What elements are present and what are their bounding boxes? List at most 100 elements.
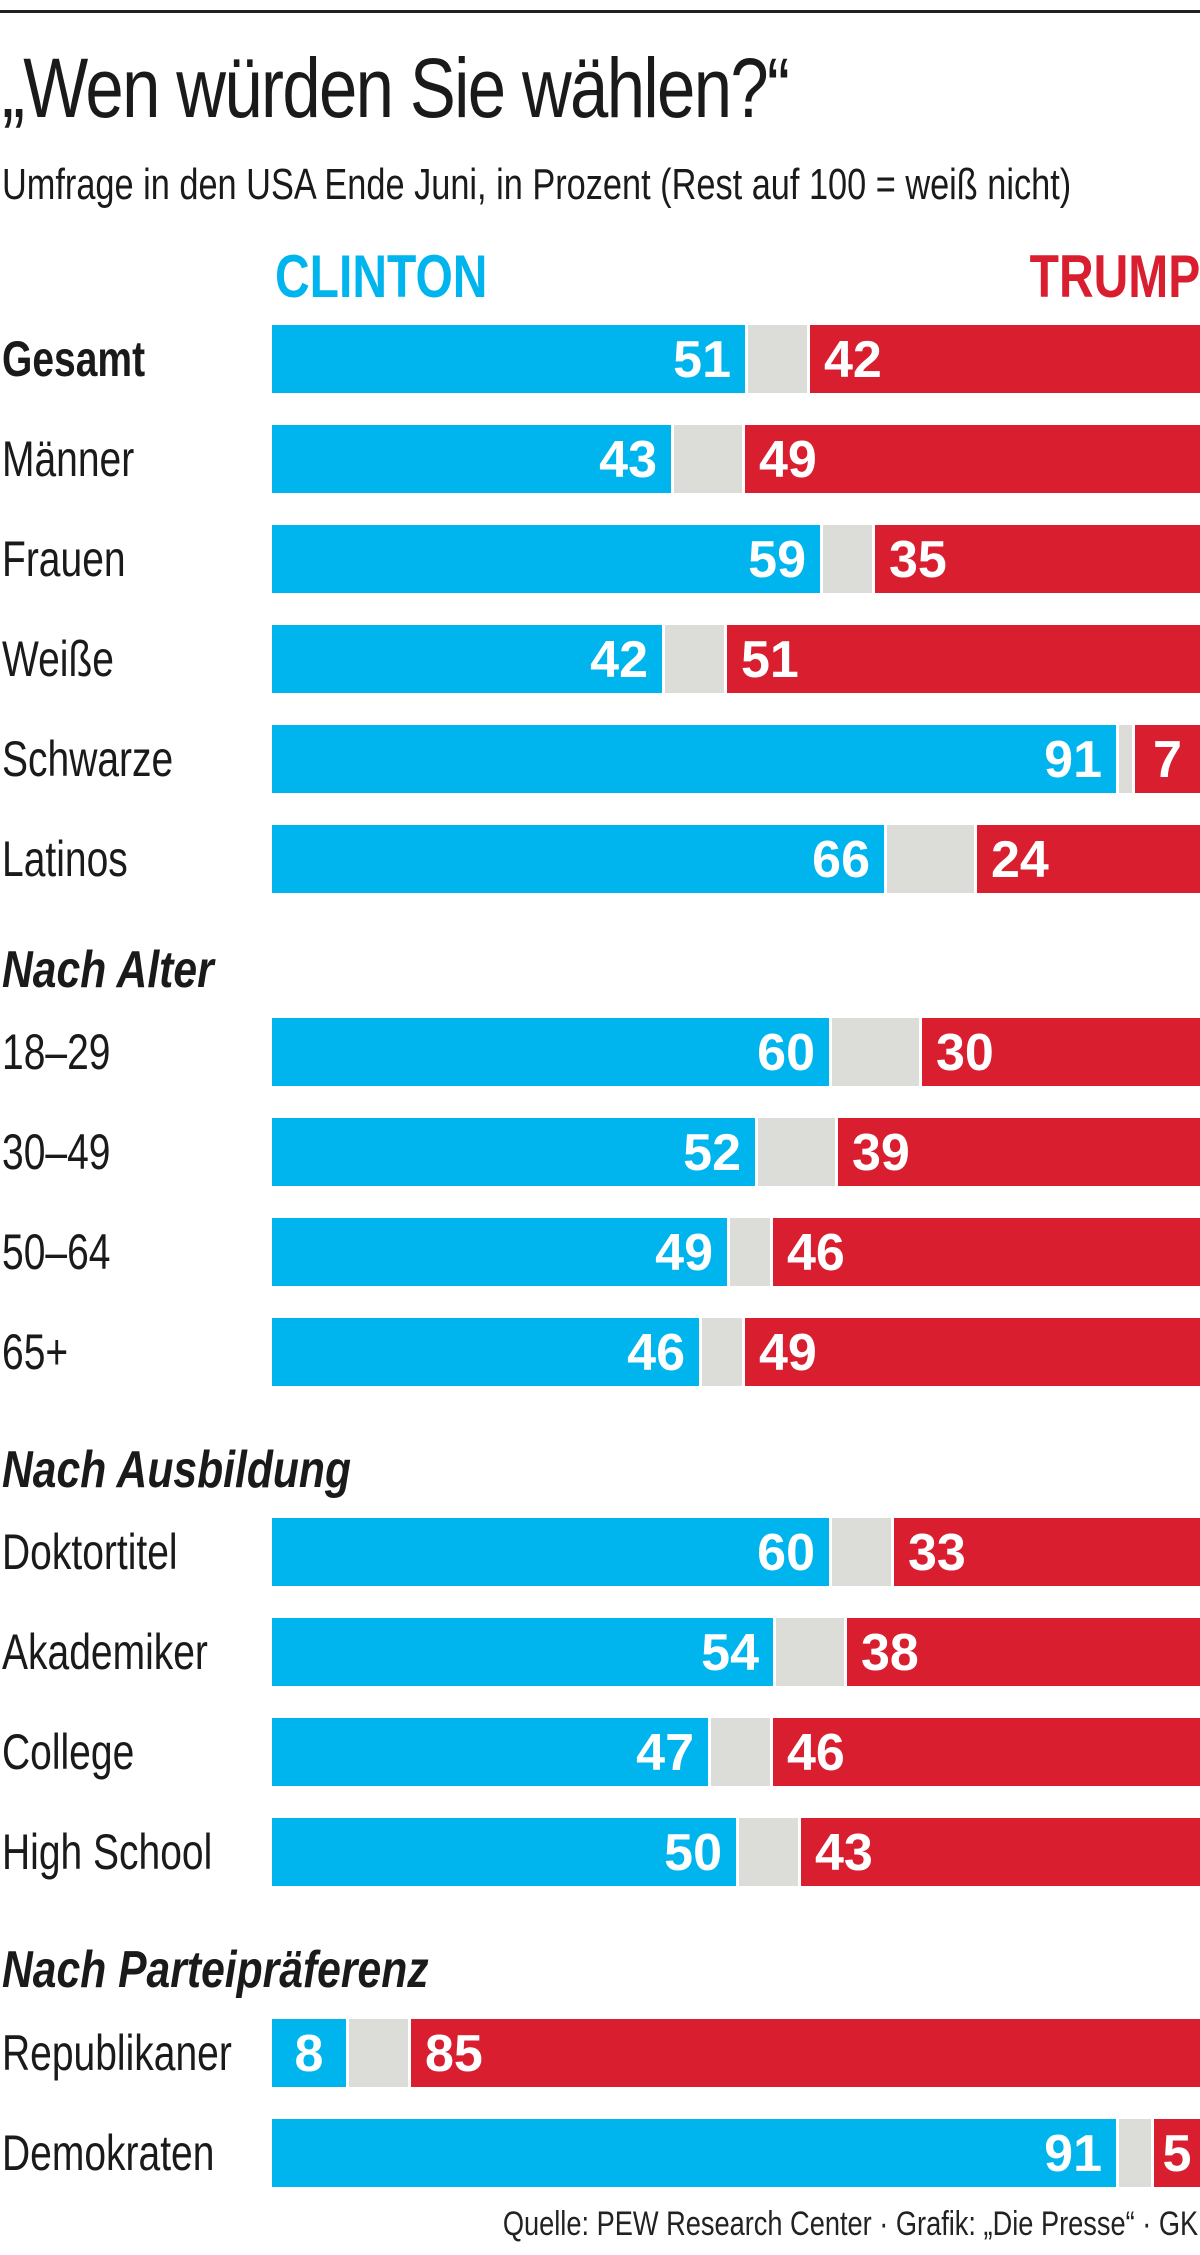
value-label-clinton: 46: [627, 1324, 685, 1382]
value-label-clinton: 49: [655, 1224, 713, 1282]
value-label-clinton: 50: [664, 1824, 722, 1882]
value-label-trump: 24: [991, 831, 1049, 889]
value-label-trump: 35: [889, 531, 947, 589]
value-label-trump: 49: [759, 431, 817, 489]
row-label: 50–64: [2, 1224, 111, 1280]
value-label-trump: 7: [1153, 731, 1182, 789]
row-label: 18–29: [2, 1024, 111, 1080]
value-label-trump: 46: [787, 1724, 845, 1782]
row-label: Gesamt: [2, 331, 146, 387]
bar-trump: [810, 325, 1200, 393]
bar-trump: [745, 1318, 1200, 1386]
chart-subtitle: Umfrage in den USA Ende Juni, in Prozent…: [2, 160, 1072, 209]
section-heading: Nach Parteipräferenz: [2, 1941, 429, 1999]
legend-clinton: CLINTON: [275, 243, 488, 310]
value-label-clinton: 8: [294, 2025, 324, 2083]
bar-undecided: [674, 425, 742, 493]
bar-clinton: [272, 825, 884, 893]
value-label-trump: 30: [936, 1024, 994, 1082]
bar-undecided: [832, 1518, 891, 1586]
row-label: Männer: [2, 431, 135, 487]
row-label: High School: [2, 1824, 213, 1880]
bar-trump: [847, 1618, 1200, 1686]
row-label: Schwarze: [2, 731, 174, 787]
bar-clinton: [272, 525, 820, 593]
bar-trump: [838, 1118, 1200, 1186]
row-label: Republikaner: [2, 2025, 232, 2081]
bar-undecided: [1119, 725, 1132, 793]
value-label-trump: 51: [741, 631, 799, 689]
bar-trump: [1154, 2119, 1200, 2187]
row-label: Demokraten: [2, 2125, 215, 2181]
bar-undecided: [887, 825, 974, 893]
value-label-clinton: 43: [599, 431, 657, 489]
bar-undecided: [1119, 2119, 1151, 2187]
bar-clinton: [272, 1118, 755, 1186]
value-label-trump: 33: [908, 1524, 966, 1582]
bar-clinton: [272, 1318, 699, 1386]
bar-clinton: [272, 1518, 829, 1586]
bar-clinton: [272, 1718, 708, 1786]
value-label-clinton: 42: [590, 631, 648, 689]
bar-undecided: [748, 325, 807, 393]
bar-clinton: [272, 325, 745, 393]
bar-undecided: [349, 2019, 408, 2087]
bar-trump: [745, 425, 1200, 493]
value-label-trump: 49: [759, 1324, 817, 1382]
bar-clinton: [272, 425, 671, 493]
row-label: College: [2, 1724, 135, 1780]
bar-undecided: [739, 1818, 798, 1886]
value-label-clinton: 47: [636, 1724, 694, 1782]
row-label: 30–49: [2, 1124, 111, 1180]
section-heading: Nach Ausbildung: [2, 1441, 352, 1499]
bar-undecided: [832, 1018, 919, 1086]
value-label-trump: 85: [425, 2025, 483, 2083]
bar-clinton: [272, 625, 662, 693]
value-label-clinton: 60: [757, 1524, 815, 1582]
top-rule: [0, 10, 1200, 13]
value-label-clinton: 60: [757, 1024, 815, 1082]
row-label: Frauen: [2, 531, 126, 587]
value-label-trump: 46: [787, 1224, 845, 1282]
value-label-trump: 5: [1162, 2125, 1192, 2183]
bar-undecided: [758, 1118, 835, 1186]
section-heading: Nach Alter: [2, 941, 214, 999]
bar-trump: [801, 1818, 1200, 1886]
bar-clinton: [272, 1218, 727, 1286]
source-note: Quelle: PEW Research Center · Grafik: „D…: [502, 2205, 1198, 2243]
value-label-clinton: 66: [812, 831, 870, 889]
row-label: Weiße: [2, 631, 114, 687]
row-label: Akademiker: [2, 1624, 208, 1680]
row-label: Doktortitel: [2, 1524, 178, 1580]
bar-clinton: [272, 1018, 829, 1086]
bar-trump: [773, 1218, 1200, 1286]
bar-clinton: [272, 725, 1116, 793]
value-label-clinton: 54: [701, 1624, 759, 1682]
bar-undecided: [823, 525, 872, 593]
value-label-trump: 43: [815, 1824, 873, 1882]
value-label-trump: 39: [852, 1124, 910, 1182]
bar-trump: [1135, 725, 1200, 793]
bar-trump: [922, 1018, 1200, 1086]
bar-clinton: [272, 2019, 346, 2087]
bar-undecided: [702, 1318, 742, 1386]
value-label-trump: 38: [861, 1624, 919, 1682]
value-label-clinton: 91: [1044, 731, 1102, 789]
chart-title: „Wen würden Sie wählen?“: [2, 41, 790, 135]
bar-trump: [411, 2019, 1200, 2087]
row-label: Latinos: [2, 831, 128, 887]
value-label-clinton: 51: [673, 331, 731, 389]
bar-trump: [727, 625, 1200, 693]
row-label: 65+: [2, 1324, 69, 1380]
value-label-trump: 42: [824, 331, 882, 389]
bar-undecided: [776, 1618, 844, 1686]
bar-trump: [977, 825, 1200, 893]
bar-trump: [773, 1718, 1200, 1786]
value-label-clinton: 91: [1044, 2125, 1102, 2183]
legend-trump: TRUMP: [1029, 243, 1200, 310]
bar-clinton: [272, 2119, 1116, 2187]
bar-undecided: [665, 625, 724, 693]
bar-clinton: [272, 1818, 736, 1886]
bar-clinton: [272, 1618, 773, 1686]
bar-trump: [875, 525, 1200, 593]
